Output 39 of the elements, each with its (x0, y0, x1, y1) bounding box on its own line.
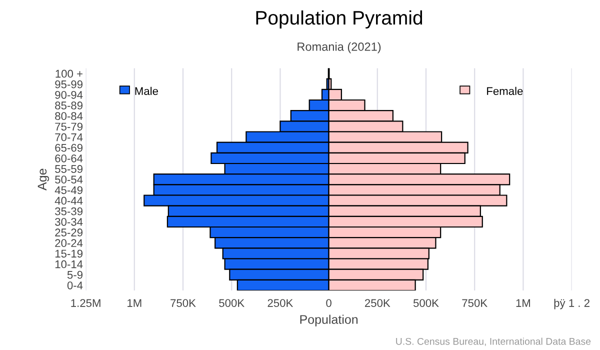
x-tick-label: 500K (413, 299, 439, 307)
x-tick-label: 1.25M (71, 299, 100, 307)
x-tick-label: 250K (364, 299, 390, 307)
y-tick-label: 65-69 (55, 144, 82, 152)
y-tick-label: 20-24 (55, 239, 83, 248)
y-tick-label: 45-49 (54, 186, 82, 194)
legend-label: Female (487, 86, 523, 96)
text: U.S. Census Bureau, International Data Base (396, 338, 591, 346)
y-tick-label: 50-54 (55, 176, 83, 184)
y-tick-label: 75-79 (55, 122, 82, 131)
y-axis-title: Age (38, 168, 50, 190)
x-tick-label: 0 (326, 299, 332, 307)
y-tick-label: 0-4 (67, 281, 83, 290)
y-tick-label: 70-74 (55, 133, 83, 142)
y-tick-label: 90-94 (55, 90, 83, 99)
y-tick-label: 10-14 (55, 260, 83, 268)
y-tick-label: 5-9 (67, 270, 82, 279)
y-tick-label: 95-99 (55, 80, 82, 88)
legend-label: Male (135, 86, 158, 96)
y-tick-label: 40-44 (54, 196, 83, 205)
x-axis-title: Population (300, 314, 358, 326)
x-tick-label: 250K (268, 299, 294, 307)
x-tick-label: 750K (170, 299, 196, 307)
y-tick-label: 30-34 (55, 218, 83, 226)
y-tick-label: 80-84 (55, 112, 83, 120)
y-tick-label: 15-19 (55, 250, 82, 258)
y-tick-label: 100 + (56, 70, 82, 78)
y-tick-label: 35-39 (55, 207, 82, 216)
y-tick-label: 85-89 (55, 102, 82, 110)
x-tick-label: 1M (128, 299, 142, 307)
x-tick-label: 1M (516, 299, 530, 307)
y-tick-label: 55-59 (55, 165, 82, 173)
x-tick-label: 750K (462, 299, 488, 307)
y-tick-label: 25-29 (55, 228, 82, 236)
x-tick-label: þÿ 1 . 2 (554, 298, 590, 310)
x-tick-label: 500K (219, 299, 244, 307)
chart-title: Population Pyramid (256, 10, 422, 29)
y-tick-label: 60-64 (55, 154, 83, 162)
chart-subtitle: Romania (2021) (298, 42, 381, 54)
